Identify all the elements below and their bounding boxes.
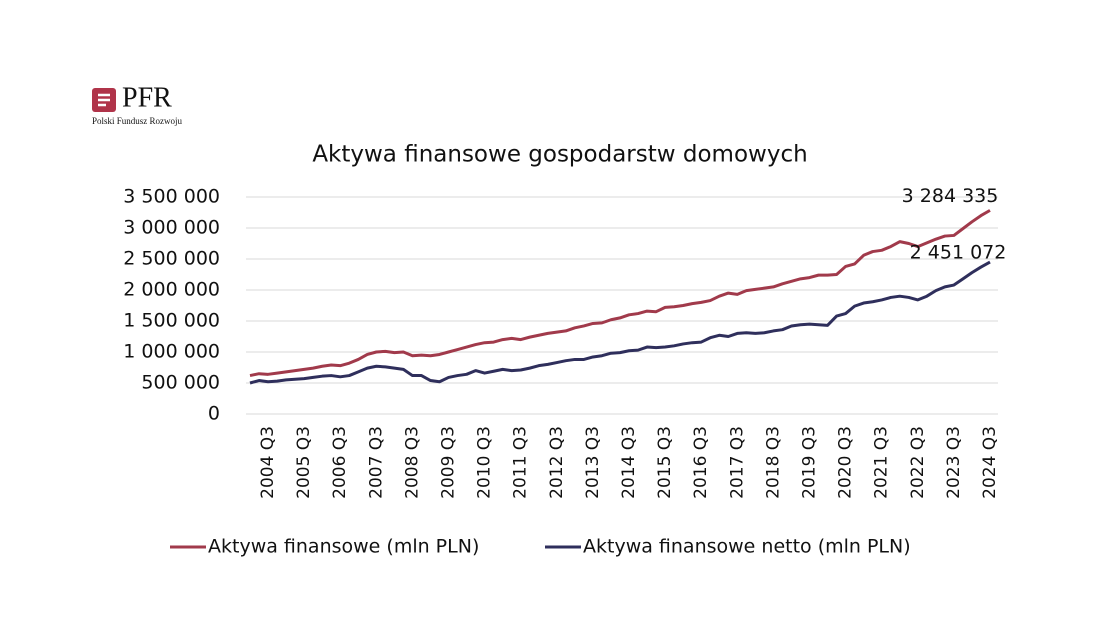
- x-tick-label: 2018 Q3: [763, 426, 783, 499]
- line: [249, 260, 991, 385]
- y-tick-label: 2 500 000: [123, 248, 220, 270]
- y-tick-label: 2 000 000: [123, 279, 220, 301]
- chart-title: Aktywa finansowe gospodarstw domowych: [312, 142, 807, 168]
- x-tick-label: 2008 Q3: [402, 426, 422, 499]
- legend-label: Aktywa finansowe (mln PLN): [208, 536, 479, 558]
- x-tick-label: 2024 Q3: [980, 426, 1000, 499]
- y-tick-label: 3 000 000: [123, 217, 220, 239]
- x-tick-label: 2011 Q3: [511, 426, 531, 499]
- y-tick-label: 500 000: [141, 372, 220, 394]
- x-tick-label: 2004 Q3: [258, 426, 278, 499]
- x-tick-label: 2010 Q3: [475, 426, 495, 499]
- x-tick-label: 2023 Q3: [944, 426, 964, 499]
- y-tick-label: 1 500 000: [123, 310, 220, 332]
- x-tick-label: 2021 Q3: [872, 426, 892, 499]
- x-tick-label: 2014 Q3: [619, 426, 639, 499]
- line: [249, 209, 991, 378]
- x-tick-label: 2012 Q3: [547, 426, 567, 499]
- x-tick-label: 2022 Q3: [908, 426, 928, 499]
- logo-name: PFR: [122, 82, 172, 113]
- y-tick-label: 0: [208, 403, 220, 425]
- x-tick-label: 2006 Q3: [330, 426, 350, 499]
- x-tick-label: 2019 Q3: [800, 426, 820, 499]
- x-tick-label: 2020 Q3: [836, 426, 856, 499]
- value-label: 3 284 335: [902, 185, 999, 207]
- x-tick-label: 2013 Q3: [583, 426, 603, 499]
- value-label: 2 451 072: [910, 242, 1007, 264]
- x-tick-label: 2005 Q3: [294, 426, 314, 499]
- y-tick-label: 3 500 000: [123, 186, 220, 208]
- logo-icon-lines: [98, 93, 110, 107]
- logo-subtitle: Polski Fundusz Rozwoju: [92, 116, 183, 126]
- legend-label: Aktywa finansowe netto (mln PLN): [583, 536, 911, 558]
- x-tick-label: 2017 Q3: [727, 426, 747, 499]
- x-tick-label: 2015 Q3: [655, 426, 675, 499]
- x-tick-label: 2016 Q3: [691, 426, 711, 499]
- x-tick-label: 2007 Q3: [366, 426, 386, 499]
- y-tick-label: 1 000 000: [123, 341, 220, 363]
- x-tick-label: 2009 Q3: [439, 426, 459, 499]
